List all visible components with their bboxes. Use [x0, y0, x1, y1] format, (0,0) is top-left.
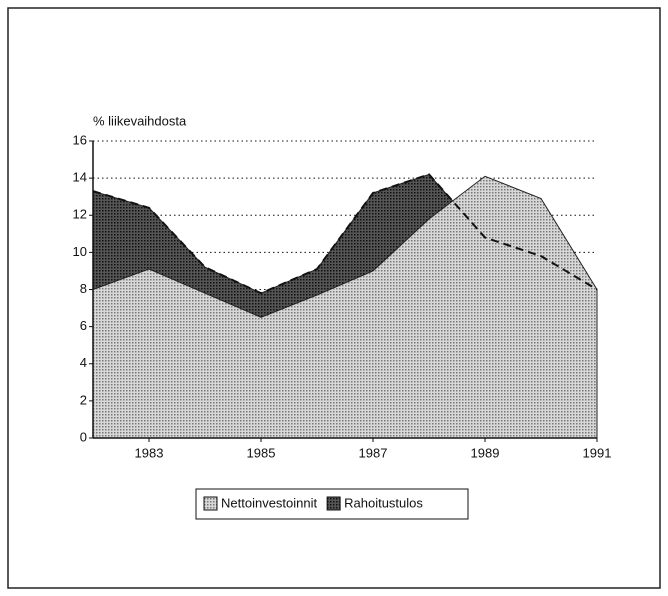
y-tick-label: 16	[73, 132, 87, 147]
legend-label: Rahoitustulos	[344, 495, 423, 510]
legend-label: Nettoinvestoinnit	[221, 495, 317, 510]
y-tick-label: 14	[73, 170, 87, 185]
legend-swatch	[326, 496, 341, 511]
x-tick-label: 1987	[359, 445, 388, 460]
y-tick-label: 4	[80, 355, 87, 370]
frame	[7, 7, 661, 589]
y-tick-label: 2	[80, 392, 87, 407]
y-axis-label: % liikevaihdosta	[93, 113, 187, 128]
x-tick-label: 1985	[247, 445, 276, 460]
y-tick-label: 12	[73, 207, 87, 222]
y-tick-label: 10	[73, 244, 87, 259]
y-tick-label: 6	[80, 318, 87, 333]
y-tick-label: 0	[80, 429, 87, 444]
x-tick-label: 1983	[135, 445, 164, 460]
x-tick-label: 1991	[583, 445, 612, 460]
y-tick-label: 8	[80, 281, 87, 296]
x-tick-label: 1989	[471, 445, 500, 460]
legend-swatch	[203, 496, 218, 511]
